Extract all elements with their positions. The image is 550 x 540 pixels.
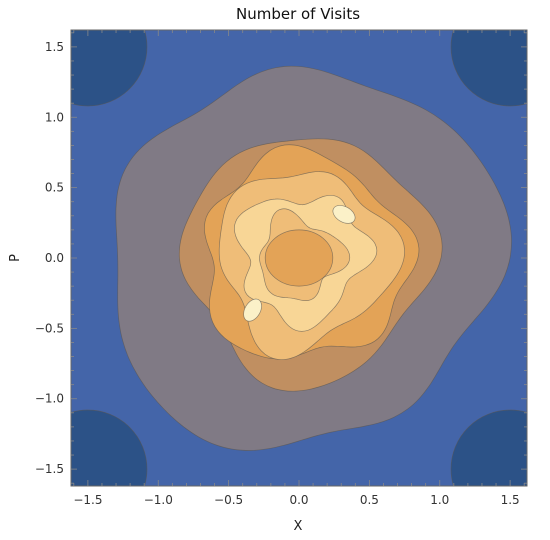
contour-region-corner bbox=[450, 409, 527, 486]
y-tick-label: −1.0 bbox=[35, 392, 64, 406]
x-tick-label: −1.5 bbox=[73, 493, 102, 507]
x-tick-label: −0.5 bbox=[214, 493, 243, 507]
chart-title: Number of Visits bbox=[236, 5, 360, 23]
x-tick-label: 1.0 bbox=[430, 493, 449, 507]
y-tick-label: −1.5 bbox=[35, 462, 64, 476]
contour-peak bbox=[332, 205, 356, 224]
x-axis-title: X bbox=[294, 519, 303, 534]
axes: −1.5 −1.0 −0.5 0.0 0.5 1.0 1.5 1.5 1.0 0.5 0.0 −0.5… bbox=[35, 29, 528, 507]
plot-area bbox=[71, 30, 527, 486]
y-tick-label: −0.5 bbox=[35, 321, 64, 335]
x-tick-label: 1.5 bbox=[501, 493, 520, 507]
contour-fill-group bbox=[71, 30, 527, 486]
contour-region-corner bbox=[71, 409, 148, 486]
x-tick-label: 0.0 bbox=[289, 493, 308, 507]
contour-region-corner bbox=[450, 30, 527, 107]
y-axis-title: P bbox=[8, 254, 23, 262]
x-tick-label: 0.5 bbox=[360, 493, 379, 507]
x-tick-label: −1.0 bbox=[144, 493, 173, 507]
y-tick-label: 0.0 bbox=[45, 251, 64, 265]
y-tick-label: 1.0 bbox=[45, 110, 64, 124]
y-tick-label: 1.5 bbox=[45, 40, 64, 54]
contour-peak bbox=[243, 298, 262, 322]
contour-center-patch bbox=[264, 229, 334, 287]
contour-region-corner bbox=[71, 30, 148, 107]
y-tick-label: 0.5 bbox=[45, 181, 64, 195]
